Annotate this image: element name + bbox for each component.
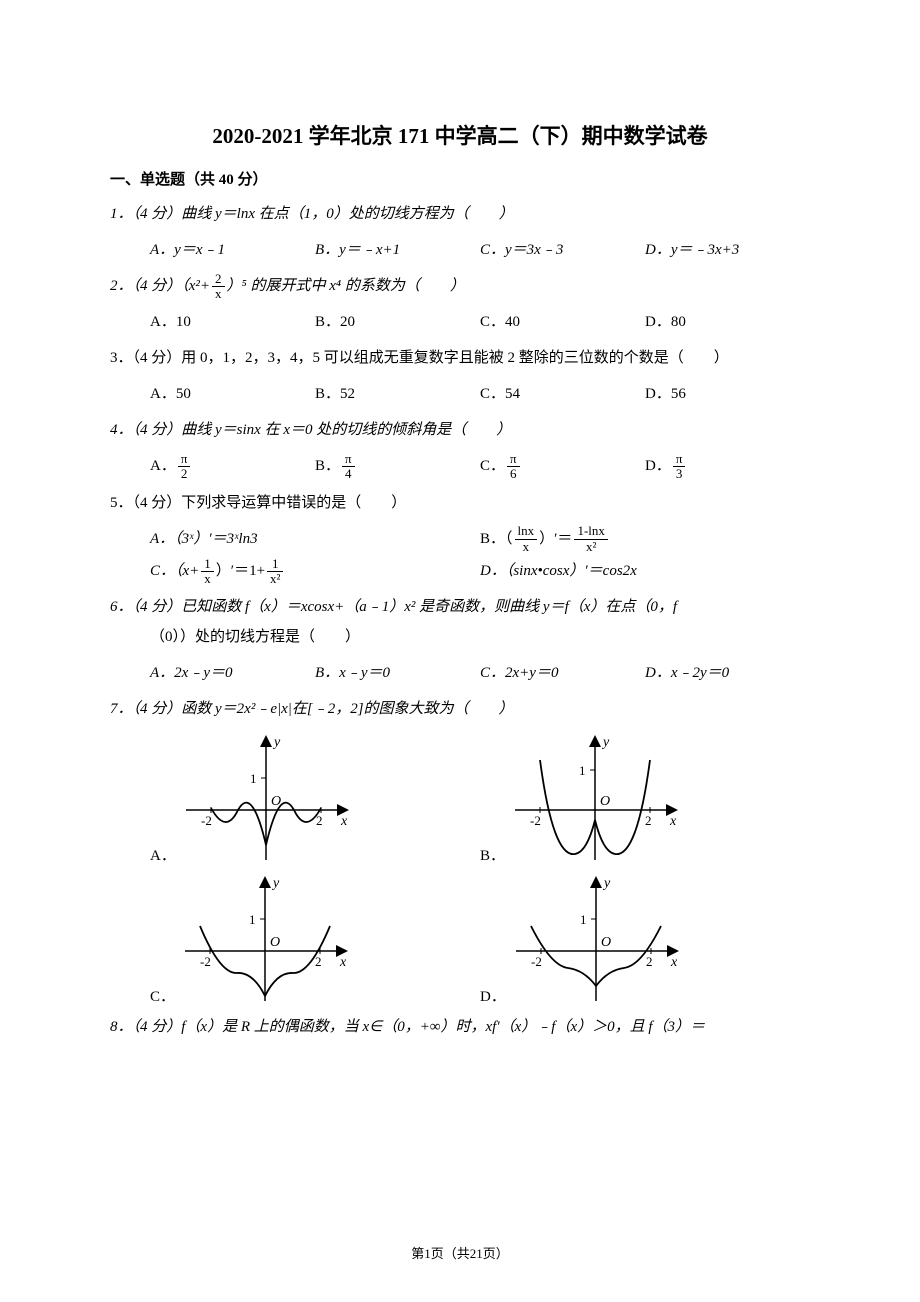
svg-text:1: 1 [249, 912, 256, 927]
svg-text:2: 2 [315, 954, 322, 969]
q6-option-b: B．x﹣y＝0 [315, 658, 480, 688]
q7-graph-a: y x O 1 -2 2 [176, 730, 356, 865]
q3-option-c: C．54 [480, 379, 645, 409]
q1-option-c: C．y＝3x﹣3 [480, 235, 645, 265]
svg-text:-2: -2 [530, 813, 541, 828]
q6-option-d: D．x﹣2y＝0 [645, 658, 810, 688]
q5-option-c: C．（x+1x）′＝1+1x² [150, 556, 480, 586]
svg-text:y: y [272, 735, 281, 750]
q2-fraction: 2x [212, 272, 225, 302]
q7-option-a: A． y x O 1 -2 2 [150, 730, 480, 865]
svg-text:1: 1 [579, 763, 586, 778]
q1: 1．（4 分）曲线 y＝lnx 在点（1，0）处的切线方程为（ ） [110, 199, 810, 229]
q7-stem: 7．（4 分）函数 y＝2x²﹣e|x|在[﹣2，2]的图象大致为（ ） [110, 694, 810, 724]
q2-option-c: C．40 [480, 307, 645, 337]
svg-text:1: 1 [250, 771, 257, 786]
q2-option-a: A．10 [150, 307, 315, 337]
q5-option-b: B．（lnxx）′＝1-lnxx² [480, 524, 810, 554]
svg-text:2: 2 [646, 954, 653, 969]
q3-stem: 3．（4 分）用 0，1，2，3，4，5 可以组成无重复数字且能被 2 整除的三… [110, 343, 810, 373]
q4-option-b: B．π4 [315, 451, 480, 481]
q4-option-c: C．π6 [480, 451, 645, 481]
q5-options-row1: A．（3ˣ）′＝3ˣln3 B．（lnxx）′＝1-lnxx² [110, 524, 810, 554]
section-header: 一、单选题（共 40 分） [110, 168, 810, 189]
q2: 2．（4 分）（x²+2x）⁵ 的展开式中 x⁴ 的系数为（ ） [110, 271, 810, 301]
q8: 8．（4 分）f（x）是 R 上的偶函数，当 x∈（0，+∞）时，xf′（x）﹣… [110, 1012, 810, 1042]
svg-text:2: 2 [645, 813, 652, 828]
q5-stem: 5．（4 分）下列求导运算中错误的是（ ） [110, 488, 810, 518]
q3-option-d: D．56 [645, 379, 810, 409]
q5-option-d: D．（sinx•cosx）′＝cos2x [480, 556, 810, 586]
q6-option-c: C．2x+y＝0 [480, 658, 645, 688]
q7-option-b: B． y x O 1 -2 2 [480, 730, 810, 865]
q1-stem: 1．（4 分）曲线 y＝lnx 在点（1，0）处的切线方程为（ ） [110, 199, 810, 229]
q4-option-d: D．π3 [645, 451, 810, 481]
svg-text:O: O [270, 935, 280, 950]
q3-option-a: A．50 [150, 379, 315, 409]
q6-stem-line2: （0））处的切线方程是（ ） [110, 622, 810, 652]
q6: 6．（4 分）已知函数 f（x）＝xcosx+（a﹣1）x² 是奇函数，则曲线 … [110, 592, 810, 652]
svg-text:1: 1 [580, 912, 587, 927]
q1-option-b: B．y＝﹣x+1 [315, 235, 480, 265]
q2-option-d: D．80 [645, 307, 810, 337]
q3-option-b: B．52 [315, 379, 480, 409]
svg-text:-2: -2 [201, 813, 212, 828]
svg-text:O: O [600, 794, 610, 809]
q7-graph-d: y x O 1 -2 2 [506, 871, 686, 1006]
q7-graph-c: y x O 1 -2 2 [175, 871, 355, 1006]
q6-option-a: A．2x﹣y＝0 [150, 658, 315, 688]
svg-text:x: x [340, 814, 348, 829]
q2-options: A．10 B．20 C．40 D．80 [110, 307, 810, 337]
q2-stem-post: ）⁵ 的展开式中 x⁴ 的系数为（ ） [227, 278, 465, 294]
q5: 5．（4 分）下列求导运算中错误的是（ ） [110, 488, 810, 518]
q5-option-a: A．（3ˣ）′＝3ˣln3 [150, 524, 480, 554]
svg-text:y: y [602, 876, 611, 891]
svg-text:x: x [339, 955, 347, 970]
q7: 7．（4 分）函数 y＝2x²﹣e|x|在[﹣2，2]的图象大致为（ ） [110, 694, 810, 724]
svg-text:O: O [601, 935, 611, 950]
q3-options: A．50 B．52 C．54 D．56 [110, 379, 810, 409]
q8-stem: 8．（4 分）f（x）是 R 上的偶函数，当 x∈（0，+∞）时，xf′（x）﹣… [110, 1012, 810, 1042]
q7-options-row1: A． y x O 1 -2 2 B． y [110, 730, 810, 865]
q1-option-a: A．y＝x﹣1 [150, 235, 315, 265]
svg-text:y: y [271, 876, 280, 891]
q3: 3．（4 分）用 0，1，2，3，4，5 可以组成无重复数字且能被 2 整除的三… [110, 343, 810, 373]
svg-text:x: x [669, 814, 677, 829]
q4-options: A．π2 B．π4 C．π6 D．π3 [110, 451, 810, 481]
svg-text:y: y [601, 735, 610, 750]
q7-graph-b: y x O 1 -2 2 [505, 730, 685, 865]
svg-text:-2: -2 [200, 954, 211, 969]
page-footer: 第1页（共21页） [0, 1243, 920, 1262]
q6-options: A．2x﹣y＝0 B．x﹣y＝0 C．2x+y＝0 D．x﹣2y＝0 [110, 658, 810, 688]
q4-stem: 4．（4 分）曲线 y＝sinx 在 x＝0 处的切线的倾斜角是（ ） [110, 415, 810, 445]
q5-options-row2: C．（x+1x）′＝1+1x² D．（sinx•cosx）′＝cos2x [110, 556, 810, 586]
q4-option-a: A．π2 [150, 451, 315, 481]
q6-stem-line1: 6．（4 分）已知函数 f（x）＝xcosx+（a﹣1）x² 是奇函数，则曲线 … [110, 592, 810, 622]
q7-options-row2: C． y x O 1 -2 2 D． y x [110, 871, 810, 1006]
q4: 4．（4 分）曲线 y＝sinx 在 x＝0 处的切线的倾斜角是（ ） [110, 415, 810, 445]
svg-text:x: x [670, 955, 678, 970]
q1-options: A．y＝x﹣1 B．y＝﹣x+1 C．y＝3x﹣3 D．y＝﹣3x+3 [110, 235, 810, 265]
q1-option-d: D．y＝﹣3x+3 [645, 235, 810, 265]
q2-option-b: B．20 [315, 307, 480, 337]
q7-option-d: D． y x O 1 -2 2 [480, 871, 810, 1006]
q2-stem-pre: 2．（4 分）（x²+ [110, 278, 210, 294]
svg-text:-2: -2 [531, 954, 542, 969]
page-title: 2020-2021 学年北京 171 中学高二（下）期中数学试卷 [110, 120, 810, 150]
q7-option-c: C． y x O 1 -2 2 [150, 871, 480, 1006]
